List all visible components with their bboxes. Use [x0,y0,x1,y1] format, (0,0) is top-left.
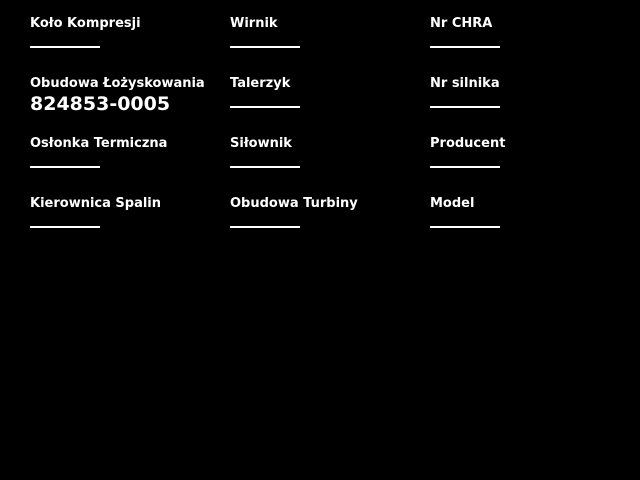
field-nr-chra: Nr CHRA [430,16,630,76]
field-input-nr-silnika[interactable] [430,106,500,108]
field-kolo-kompresji: Koło Kompresji [30,16,230,76]
field-label-oslonka-termiczna: Osłonka Termiczna [30,136,168,151]
field-silownik: Siłownik [230,136,430,196]
field-obudowa-turbiny: Obudowa Turbiny [230,196,430,256]
field-wirnik: Wirnik [230,16,430,76]
field-oslonka-termiczna: Osłonka Termiczna [30,136,230,196]
field-label-producent: Producent [430,136,506,151]
field-input-producent[interactable] [430,166,500,168]
field-input-silownik[interactable] [230,166,300,168]
field-label-wirnik: Wirnik [230,16,278,31]
field-label-obudowa-turbiny: Obudowa Turbiny [230,196,358,211]
field-model: Model [430,196,630,256]
field-label-kolo-kompresji: Koło Kompresji [30,16,141,31]
field-label-obudowa-lozyskowania: Obudowa Łożyskowania [30,76,205,91]
field-label-kierownica-spalin: Kierownica Spalin [30,196,162,211]
field-label-model: Model [430,196,475,211]
field-input-wirnik[interactable] [230,46,300,48]
field-input-talerzyk[interactable] [230,106,300,108]
parts-form-grid: Koło Kompresji Wirnik Nr CHRA Obudowa Ło… [30,16,630,256]
field-producent: Producent [430,136,630,196]
field-kierownica-spalin: Kierownica Spalin [30,196,230,256]
field-input-oslonka-termiczna[interactable] [30,166,100,168]
field-obudowa-lozyskowania: Obudowa Łożyskowania 824853-0005 [30,76,230,136]
field-input-nr-chra[interactable] [430,46,500,48]
field-label-silownik: Siłownik [230,136,292,151]
field-talerzyk: Talerzyk [230,76,430,136]
field-input-kierownica-spalin[interactable] [30,226,100,228]
field-input-obudowa-turbiny[interactable] [230,226,300,228]
field-label-nr-silnika: Nr silnika [430,76,500,91]
field-value-obudowa-lozyskowania[interactable]: 824853-0005 [30,93,171,115]
field-input-kolo-kompresji[interactable] [30,46,100,48]
field-label-talerzyk: Talerzyk [230,76,291,91]
field-label-nr-chra: Nr CHRA [430,16,493,31]
field-nr-silnika: Nr silnika [430,76,630,136]
field-input-model[interactable] [430,226,500,228]
